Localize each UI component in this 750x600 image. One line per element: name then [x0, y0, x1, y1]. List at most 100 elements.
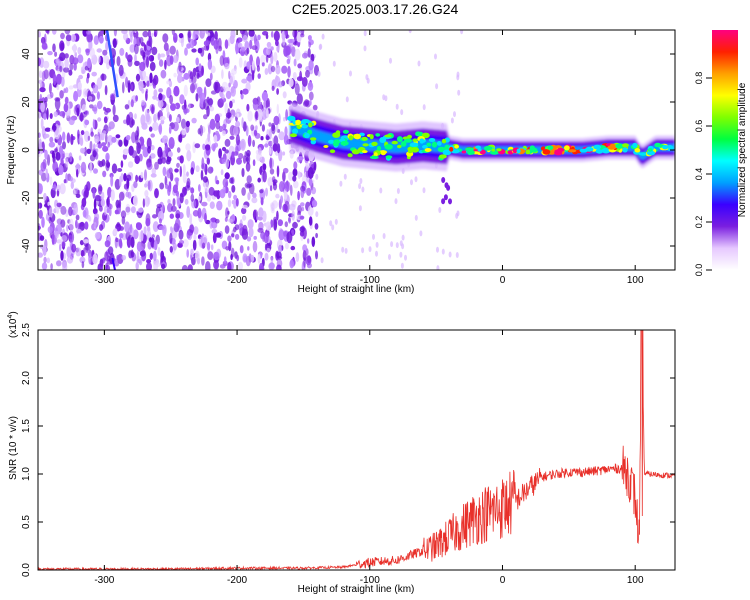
noise-speck	[96, 77, 103, 90]
noise-speck	[233, 194, 238, 200]
noise-speck	[180, 37, 184, 48]
noise-speck	[222, 178, 229, 188]
noise-speck	[278, 244, 283, 253]
noise-speck	[96, 91, 100, 100]
noise-speck	[181, 127, 187, 136]
noise-speck	[109, 93, 116, 101]
carrier-blob	[287, 115, 296, 121]
noise-speck	[275, 64, 281, 75]
spectrogram-ylabel: Frequency (Hz)	[6, 116, 17, 185]
noise-speck	[417, 60, 421, 67]
carrier-blob	[646, 150, 656, 156]
noise-speck	[92, 253, 98, 265]
noise-speck	[251, 70, 255, 81]
noise-speck	[60, 250, 64, 261]
noise-speck	[259, 189, 264, 194]
noise-speck	[395, 242, 399, 249]
carrier-blob	[384, 134, 392, 138]
noise-speck	[61, 240, 66, 248]
noise-speck	[189, 224, 195, 233]
y-tick-label: 1.5	[21, 419, 32, 433]
noise-speck	[135, 73, 141, 82]
noise-speck	[140, 114, 146, 126]
noise-speck	[130, 99, 134, 108]
noise-speck	[228, 191, 232, 199]
carrier-blob	[400, 141, 407, 147]
noise-speck	[202, 176, 208, 183]
noise-speck	[164, 143, 169, 155]
noise-speck	[162, 135, 169, 144]
noise-speck	[256, 152, 263, 162]
figure-title: C2E5.2025.003.17.26.G24	[292, 1, 459, 17]
noise-speck	[111, 163, 118, 174]
noise-speck	[94, 194, 101, 202]
carrier-blob	[564, 145, 570, 151]
noise-speck	[56, 239, 62, 244]
noise-speck	[213, 142, 219, 148]
noise-speck	[58, 164, 64, 176]
noise-speck	[400, 262, 404, 269]
noise-speck	[81, 261, 85, 269]
noise-speck	[315, 232, 318, 239]
carrier-blob	[585, 146, 594, 152]
noise-speck	[221, 158, 226, 164]
noise-speck	[227, 199, 232, 208]
noise-speck	[62, 261, 68, 270]
noise-speck	[278, 229, 285, 241]
noise-speck	[119, 233, 124, 239]
noise-speck	[178, 33, 184, 39]
noise-speck	[211, 229, 218, 234]
noise-speck	[78, 74, 83, 80]
noise-speck	[77, 82, 83, 90]
noise-speck	[207, 251, 214, 261]
carrier-blob	[362, 150, 368, 154]
noise-speck	[189, 83, 196, 94]
noise-speck	[123, 32, 129, 41]
noise-speck	[213, 190, 220, 197]
noise-speck	[140, 42, 146, 47]
noise-speck	[130, 83, 134, 91]
noise-speck	[261, 91, 268, 102]
noise-speck	[307, 48, 311, 58]
carrier-blob	[348, 135, 354, 141]
carrier-blob	[376, 146, 382, 151]
noise-speck	[268, 128, 272, 140]
noise-speck	[51, 150, 56, 159]
noise-speck	[270, 219, 274, 228]
noise-speck	[118, 226, 124, 231]
spectrogram-axes: -300 -200 -100 0 100 40 20 0 -20 -40	[21, 30, 675, 286]
noise-speck	[146, 40, 151, 47]
noise-speck	[112, 38, 117, 49]
noise-speck	[99, 205, 103, 212]
noise-speck	[93, 198, 97, 211]
noise-speck	[192, 67, 197, 77]
noise-speck	[169, 45, 176, 55]
noise-speck	[88, 216, 92, 222]
y-tick-label: 2.0	[21, 371, 32, 385]
noise-speck	[132, 229, 139, 240]
noise-speck	[198, 63, 202, 72]
carrier-blob	[557, 147, 565, 152]
noise-speck	[172, 121, 179, 132]
carrier-blob	[662, 145, 669, 150]
noise-speck	[134, 113, 137, 120]
noise-speck	[261, 124, 265, 132]
noise-speck	[241, 78, 248, 84]
noise-speck	[244, 49, 249, 56]
noise-speck	[246, 175, 252, 184]
y-tick-label: 20	[21, 96, 32, 108]
noise-speck	[185, 143, 191, 151]
noise-speck	[127, 80, 131, 86]
carrier-blob	[304, 133, 310, 139]
noise-speck	[199, 124, 203, 137]
noise-speck	[255, 111, 259, 119]
noise-speck	[252, 159, 256, 167]
noise-speck	[286, 58, 291, 65]
noise-speck	[396, 188, 400, 194]
noise-speck	[311, 236, 316, 248]
noise-speck	[270, 65, 276, 73]
noise-speck	[209, 72, 213, 81]
noise-speck	[169, 55, 174, 65]
noise-speck	[339, 180, 343, 187]
noise-speck	[75, 219, 78, 229]
